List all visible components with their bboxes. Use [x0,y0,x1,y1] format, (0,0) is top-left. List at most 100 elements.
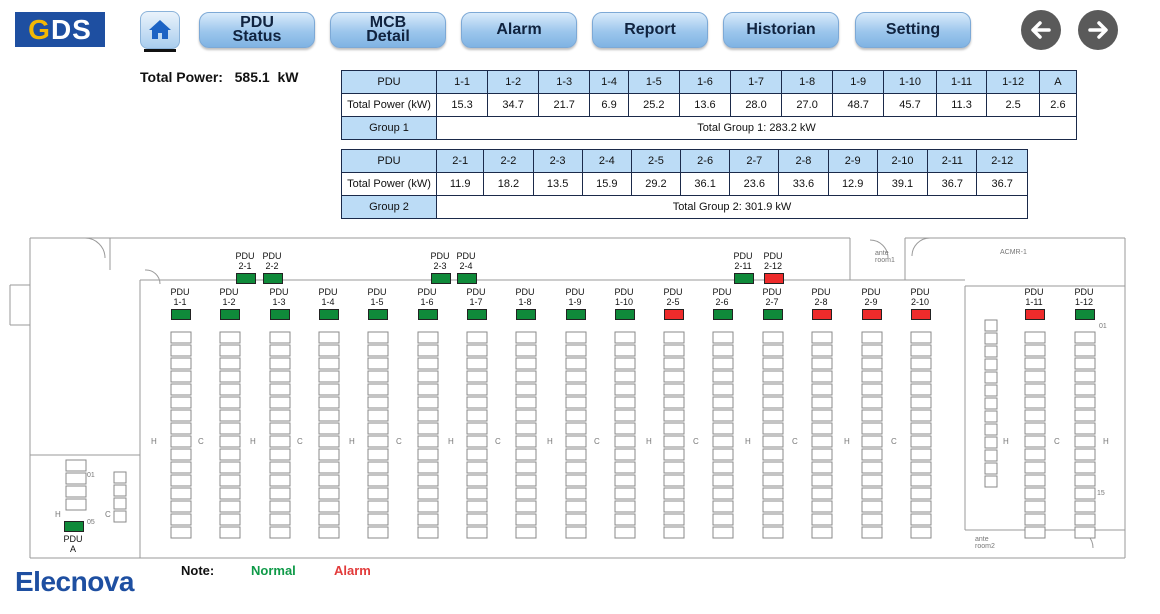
rack-unit [367,396,389,409]
rack-unit [811,409,833,422]
pdu-2-5-status-indicator[interactable] [664,309,684,320]
pdu-2-2-status-indicator[interactable] [263,273,283,284]
rack-unit [614,422,636,435]
pdu-1-8-status-indicator[interactable] [516,309,536,320]
rack-unit [811,396,833,409]
t1-pdu-cell: 1-8 [781,70,834,94]
rack-unit [565,370,587,383]
report-button[interactable]: Report [592,12,708,48]
setting-button[interactable]: Setting [855,12,971,48]
t2-power-cell: 12.9 [827,172,878,196]
t1-pdu-cell: A [1038,70,1078,94]
pdu-2-6-status-indicator[interactable] [713,309,733,320]
t2-power-cell: 15.9 [581,172,632,196]
pdu-2-11-status-indicator[interactable] [734,273,754,284]
rack-unit [565,409,587,422]
pdu-2-12-status-indicator[interactable] [764,273,784,284]
home-button[interactable] [140,11,180,49]
pdu-2-10-status-indicator[interactable] [911,309,931,320]
rack-unit [910,396,932,409]
rack-unit [318,383,340,396]
rack-unit [417,474,439,487]
arrow-left-icon [1031,21,1051,39]
rack-unit [663,422,685,435]
forward-button[interactable] [1078,10,1118,50]
historian-button[interactable]: Historian [723,12,839,48]
pdu-1-7-status-indicator[interactable] [467,309,487,320]
pdu-1-6-status-indicator[interactable] [418,309,438,320]
row-number-15: 15 [1097,490,1105,497]
rack-unit [170,422,192,435]
t2-power-cell: 11.9 [435,172,485,196]
rack-unit [614,396,636,409]
rack-unit [762,487,784,500]
pdu-1-1-status-indicator[interactable] [171,309,191,320]
rack-unit [910,370,932,383]
t2-power-cell: 33.6 [778,172,829,196]
t1-power-cell: 27.0 [781,93,834,117]
pdu-1-11-status-indicator[interactable] [1025,309,1045,320]
rack-unit [663,474,685,487]
pdu-1-12-status-indicator[interactable] [1075,309,1095,320]
pdu-1-10-status-indicator[interactable] [615,309,635,320]
pdu-2-9-status-indicator[interactable] [862,309,882,320]
group1-table: PDU 1-1 1-2 1-3 1-4 1-5 1-6 1-7 1-8 1-9 1-10 1-11 1-… [341,70,1078,140]
t1-power-cell: 2.6 [1038,93,1078,117]
gds-logo: GDS [15,12,105,47]
rack-unit [367,474,389,487]
rack-unit [269,513,291,526]
rack-unit [515,383,537,396]
rack-unit [910,474,932,487]
t1-pdu-cell: 1-4 [589,70,629,94]
rack-unit [515,396,537,409]
rack-unit [219,331,241,344]
mcb-detail-button[interactable]: MCB Detail [330,12,446,48]
rack-unit [466,409,488,422]
t2-power-cell: 13.5 [532,172,583,196]
rack-unit [984,319,998,332]
pdu-1-3-status-indicator[interactable] [270,309,290,320]
rack-unit [417,344,439,357]
pdu-1-5-status-indicator[interactable] [368,309,388,320]
pdu-2-7-status-indicator[interactable] [763,309,783,320]
rack-unit [861,474,883,487]
rack-unit [170,331,192,344]
rack-unit [515,409,537,422]
rack-unit [466,435,488,448]
pdu-a-status-indicator[interactable] [64,521,84,532]
rack-unit [515,331,537,344]
alarm-button[interactable]: Alarm [461,12,577,48]
pdu-1-9-status-indicator[interactable] [566,309,586,320]
rack-unit [811,500,833,513]
pdu-status-button[interactable]: PDU Status [199,12,315,48]
rack-unit [170,526,192,539]
pdu-2-3-status-indicator[interactable] [431,273,451,284]
pdu-2-12-label: PDU 2-12 [763,251,783,271]
t2-power-cell: 36.7 [927,172,978,196]
pdu-2-8-status-indicator[interactable] [812,309,832,320]
pdu-2-1-status-indicator[interactable] [236,273,256,284]
rack-unit [170,474,192,487]
pdu-1-4-status-indicator[interactable] [319,309,339,320]
rack-unit [712,396,734,409]
rack-unit [515,461,537,474]
rack-unit [367,461,389,474]
rack-unit [318,370,340,383]
total-power: Total Power: 585.1 kW [140,69,298,85]
rack-unit [614,409,636,422]
pdu-2-5-label: PDU 2-5 [663,287,683,307]
rack-unit [466,422,488,435]
rack-unit [515,448,537,461]
rack-unit [269,383,291,396]
pdu-2-4-status-indicator[interactable] [457,273,477,284]
pdu-2-9-label: PDU 2-9 [861,287,881,307]
group2-pdu-header: PDU [341,149,437,173]
rack-unit [417,435,439,448]
rack-unit [367,357,389,370]
rack-unit [1074,422,1096,435]
rack-unit [811,448,833,461]
rack-unit [614,474,636,487]
pdu-1-2-status-indicator[interactable] [220,309,240,320]
rack-unit [515,435,537,448]
back-button[interactable] [1021,10,1061,50]
